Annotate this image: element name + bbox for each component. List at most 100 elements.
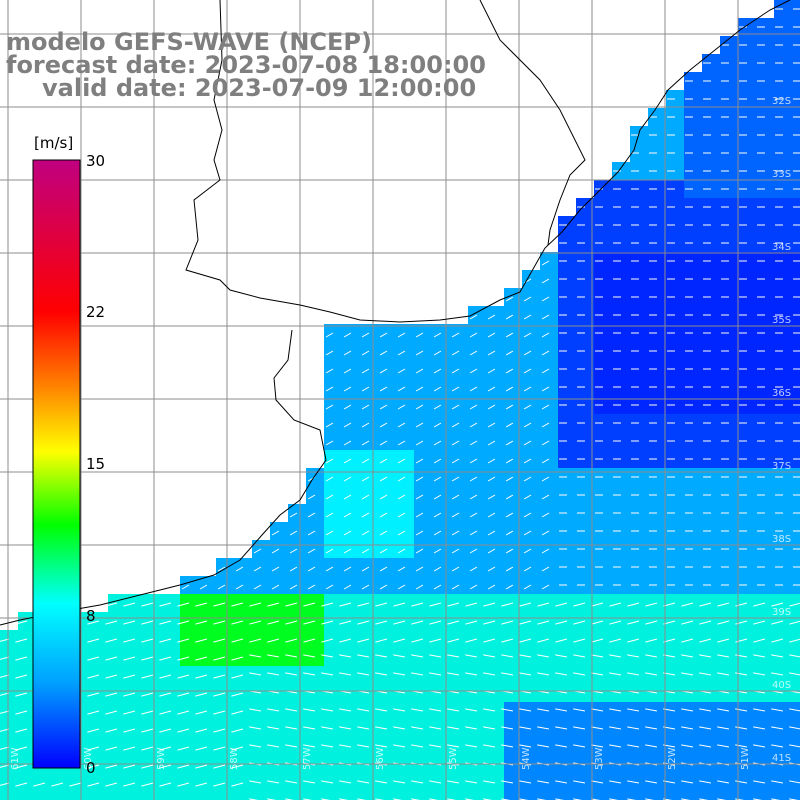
- wind-arrow: [541, 350, 550, 356]
- wind-arrow: [681, 620, 694, 625]
- wind-arrow: [0, 782, 10, 786]
- wind-arrow: [591, 602, 604, 607]
- wind-arrow: [195, 620, 208, 625]
- wind-cell: [18, 792, 36, 800]
- wind-arrow: [433, 422, 442, 428]
- wind-arrow: [87, 728, 100, 733]
- wind-arrow: [375, 620, 388, 625]
- wind-arrow: [231, 692, 244, 697]
- wind-arrow: [123, 764, 136, 769]
- wind-arrow: [325, 494, 334, 500]
- longitude-label: 56W: [375, 747, 386, 770]
- wind-arrow: [573, 672, 586, 676]
- wind-arrow: [177, 638, 190, 643]
- wind-arrow: [343, 404, 352, 410]
- wind-arrow: [645, 620, 658, 625]
- wind-arrow: [285, 654, 298, 658]
- wind-arrow: [285, 672, 298, 676]
- wind-arrow: [523, 566, 532, 572]
- wind-arrow: [343, 368, 352, 374]
- wind-arrow: [325, 566, 334, 572]
- wind-arrow: [361, 404, 370, 410]
- wind-arrow: [375, 708, 388, 712]
- wind-arrow: [523, 584, 532, 590]
- wind-cell: [792, 792, 800, 800]
- wind-arrow: [523, 386, 532, 392]
- wind-arrow: [523, 548, 532, 554]
- wind-arrow: [361, 386, 370, 392]
- wind-arrow: [447, 638, 460, 643]
- wind-arrow: [699, 744, 712, 748]
- wind-arrow: [177, 710, 190, 715]
- wind-arrow: [397, 476, 406, 482]
- wind-arrow: [195, 692, 208, 697]
- title-valid-date: valid date: 2023-07-09 12:00:00: [42, 74, 477, 102]
- wind-arrow: [307, 566, 316, 572]
- wind-arrow: [735, 602, 748, 607]
- wind-cell: [36, 792, 54, 800]
- wind-arrow: [343, 494, 352, 500]
- wind-arrow: [469, 368, 478, 374]
- wind-arrow: [177, 692, 190, 697]
- wind-arrow: [487, 404, 496, 410]
- wind-arrow: [645, 744, 658, 748]
- wind-arrow: [159, 620, 172, 625]
- wind-arrow: [505, 296, 514, 302]
- wind-arrow: [123, 620, 136, 625]
- wind-arrow: [627, 780, 640, 784]
- wind-arrow: [451, 566, 460, 572]
- wind-arrow: [505, 584, 514, 590]
- wind-arrow: [325, 530, 334, 536]
- latitude-label: 36S: [772, 388, 791, 399]
- wind-arrow: [87, 638, 100, 643]
- wind-cell: [450, 792, 468, 800]
- wind-arrow: [397, 494, 406, 500]
- wind-arrow: [87, 692, 100, 697]
- wind-arrow: [451, 584, 460, 590]
- wind-arrow: [141, 620, 154, 625]
- wind-arrow: [591, 744, 604, 748]
- wind-arrow: [505, 476, 514, 482]
- wind-arrow: [325, 386, 334, 392]
- wind-arrow: [483, 726, 496, 730]
- wind-arrow: [541, 548, 550, 554]
- wind-cell: [792, 738, 800, 756]
- wind-arrow: [541, 566, 550, 572]
- wind-arrow: [555, 726, 568, 730]
- wind-arrow: [267, 620, 280, 625]
- wind-arrow: [537, 602, 550, 607]
- wind-arrow: [307, 548, 316, 554]
- wind-arrow: [375, 744, 388, 748]
- wind-arrow: [397, 512, 406, 518]
- wind-cell: [720, 792, 738, 800]
- wind-arrow: [433, 530, 442, 536]
- wind-arrow: [429, 654, 442, 658]
- wind-arrow: [537, 638, 550, 643]
- wind-arrow: [379, 584, 388, 590]
- wind-arrow: [433, 512, 442, 518]
- wind-arrow: [753, 654, 766, 658]
- wind-arrow: [717, 744, 730, 748]
- wind-cell: [792, 666, 800, 684]
- wind-arrow: [541, 278, 550, 284]
- wind-arrow: [487, 386, 496, 392]
- wind-arrow: [541, 368, 550, 374]
- wind-arrow: [303, 638, 316, 643]
- wind-arrow: [361, 332, 370, 338]
- wind-arrow: [447, 654, 460, 658]
- title-forecast-date: forecast date: 2023-07-08 18:00:00: [6, 51, 486, 79]
- wind-arrow: [195, 656, 208, 661]
- wind-arrow: [393, 620, 406, 625]
- wind-arrow: [429, 602, 442, 607]
- wind-arrow: [555, 620, 568, 625]
- wind-cell: [774, 792, 792, 800]
- wind-arrow: [105, 656, 118, 661]
- wind-arrow: [505, 350, 514, 356]
- wind-arrow: [699, 638, 712, 643]
- wind-arrow: [159, 692, 172, 697]
- wind-arrow: [325, 440, 334, 446]
- wind-arrow: [429, 780, 442, 784]
- wind-arrow: [735, 726, 748, 730]
- wind-arrow: [415, 476, 424, 482]
